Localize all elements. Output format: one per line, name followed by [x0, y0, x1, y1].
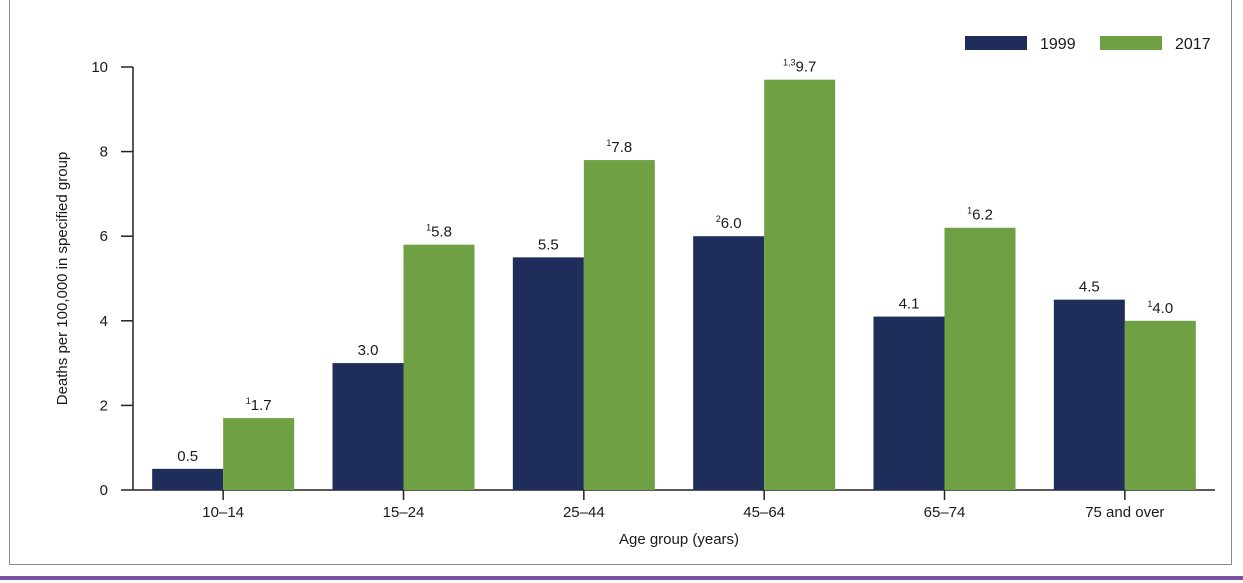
- data-label-2017-2: 17.8: [606, 138, 632, 156]
- data-label-1999-2: 5.5: [538, 236, 559, 253]
- legend-label-2017: 2017: [1175, 36, 1211, 53]
- legend-swatch-2017: [1100, 36, 1162, 50]
- y-tick-label: 4: [100, 313, 108, 330]
- bar-2017-1: [403, 244, 475, 490]
- x-tick-label: 65–74: [924, 504, 966, 521]
- data-value: 7.8: [611, 139, 632, 156]
- data-label-2017-3: 1,39.7: [783, 58, 816, 76]
- bar-1999-5: [1053, 299, 1125, 490]
- footnote-marker: 1,3: [783, 58, 796, 68]
- data-value: 4.0: [1152, 300, 1173, 317]
- data-label-2017-0: 11.7: [246, 396, 272, 414]
- data-label-1999-3: 26.0: [716, 214, 742, 232]
- data-label-2017-5: 14.0: [1147, 299, 1173, 317]
- x-tick-label: 45–64: [743, 504, 785, 521]
- y-tick-label: 6: [100, 228, 108, 245]
- footnote-marker: 1: [246, 396, 251, 406]
- bar-1999-4: [873, 316, 945, 490]
- x-tick-label: 75 and over: [1085, 504, 1164, 521]
- y-axis-title: Deaths per 100,000 in specified group: [54, 152, 71, 406]
- data-label-2017-1: 15.8: [426, 223, 452, 241]
- legend-swatch-1999: [965, 36, 1027, 50]
- footnote-marker: 1: [606, 138, 611, 148]
- data-value: 5.5: [538, 236, 559, 253]
- x-axis-title: Age group (years): [619, 531, 739, 548]
- bar-1999-3: [693, 236, 765, 490]
- y-tick-label: 2: [100, 397, 108, 414]
- data-value: 4.5: [1079, 279, 1100, 296]
- bar-2017-5: [1124, 320, 1196, 490]
- y-tick-label: 0: [100, 482, 108, 499]
- bottom-divider: [0, 576, 1243, 580]
- bar-1999-2: [512, 257, 584, 490]
- bar-2017-4: [944, 227, 1016, 491]
- x-tick-label: 25–44: [563, 504, 605, 521]
- data-label-2017-4: 16.2: [967, 206, 993, 224]
- data-value: 1.7: [251, 397, 272, 414]
- x-tick-label: 10–14: [202, 504, 244, 521]
- data-value: 6.0: [721, 215, 742, 232]
- data-label-1999-1: 3.0: [358, 342, 379, 359]
- footnote-marker: 1: [967, 206, 972, 216]
- data-value: 0.5: [177, 448, 198, 465]
- y-tick-label: 10: [91, 59, 108, 76]
- footnote-marker: 1: [1147, 299, 1152, 309]
- data-value: 4.1: [899, 296, 920, 313]
- data-label-1999-4: 4.1: [899, 296, 920, 313]
- bar-2017-3: [764, 79, 836, 490]
- data-value: 5.8: [431, 224, 452, 241]
- bar-1999-1: [332, 363, 404, 490]
- y-tick-label: 8: [100, 144, 108, 161]
- footnote-marker: 1: [426, 223, 431, 233]
- legend-label-1999: 1999: [1040, 36, 1076, 53]
- data-value: 6.2: [972, 207, 993, 224]
- data-value: 3.0: [358, 342, 379, 359]
- footnote-marker: 2: [716, 214, 721, 224]
- bar-2017-0: [223, 418, 295, 490]
- data-label-1999-0: 0.5: [177, 448, 198, 465]
- bar-1999-0: [152, 468, 224, 490]
- bar-2017-2: [583, 160, 655, 490]
- data-value: 9.7: [795, 59, 816, 76]
- x-tick-label: 15–24: [383, 504, 425, 521]
- data-label-1999-5: 4.5: [1079, 279, 1100, 296]
